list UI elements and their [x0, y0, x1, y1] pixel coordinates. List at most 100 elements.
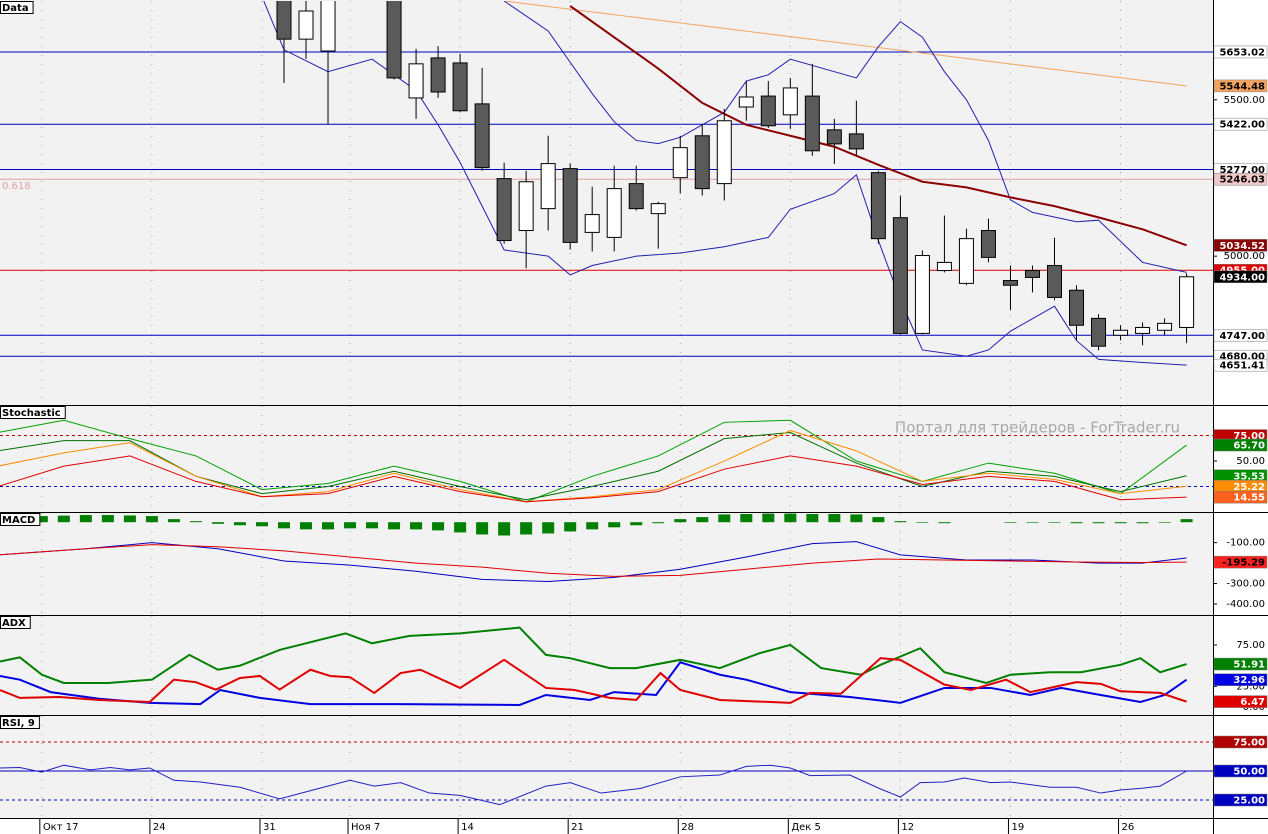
- candle-body: [606, 188, 622, 238]
- y-tick-label: -300.00: [1226, 579, 1265, 590]
- histogram-bar: [1070, 522, 1083, 524]
- histogram-bar: [344, 522, 357, 529]
- price-tag: [1213, 172, 1268, 186]
- histogram-bar: [498, 522, 511, 536]
- x-tick-label: 21: [571, 822, 584, 833]
- y-tick-label: -100.00: [1226, 538, 1265, 549]
- histogram-bar: [300, 522, 313, 530]
- histogram-bar: [916, 522, 929, 523]
- candle-body: [914, 255, 930, 334]
- histogram-bar: [806, 514, 819, 523]
- histogram-bar: [784, 513, 797, 523]
- histogram-bar: [1026, 522, 1039, 523]
- series-line: [504, 1, 1187, 87]
- price-tag: [1213, 657, 1268, 671]
- series-line: [0, 455, 1187, 503]
- histogram-bar: [652, 522, 665, 524]
- x-tick-label: 12: [901, 822, 914, 833]
- series-line: [0, 544, 1187, 577]
- panel-title-box: [0, 616, 31, 629]
- candle-body: [496, 178, 512, 242]
- series-line: [503, 1, 1187, 273]
- series-line: [0, 429, 1187, 503]
- histogram-bar: [696, 517, 709, 523]
- panel-title-box: [0, 406, 66, 419]
- x-tick-label: Окт 17: [43, 822, 79, 833]
- histogram-bar: [322, 522, 335, 530]
- histogram-bar: [145, 516, 158, 523]
- panel-plot: [0, 513, 1193, 615]
- price-tag-label: 5034.52: [1219, 241, 1265, 252]
- candle-body: [1046, 265, 1062, 298]
- histogram-bar: [211, 522, 224, 524]
- price-tag-label: 32.96: [1233, 675, 1265, 686]
- histogram-bar: [608, 522, 621, 528]
- histogram-bar: [718, 514, 731, 523]
- panel-title-box: [0, 513, 41, 526]
- candle-body: [628, 183, 644, 210]
- histogram-bar: [255, 522, 268, 527]
- histogram-bar: [388, 522, 401, 530]
- candle-body: [1091, 317, 1107, 347]
- x-axis-background: [0, 818, 1213, 834]
- series-line: [0, 661, 1188, 706]
- candle-body: [958, 238, 974, 284]
- candle-body: [760, 95, 776, 127]
- candle-body: [452, 62, 468, 112]
- series-line: [569, 5, 1187, 247]
- histogram-bar: [674, 519, 687, 523]
- price-tag-label: 51.91: [1233, 660, 1265, 671]
- price-tag-label: 25.00: [1233, 796, 1265, 807]
- candle-body: [276, 1, 292, 40]
- histogram-bar: [586, 522, 599, 530]
- price-tag: [1213, 793, 1268, 807]
- panel-plot: [0, 716, 1213, 818]
- candle-body: [584, 214, 600, 233]
- candle-body: [430, 57, 446, 93]
- histogram-bar: [542, 522, 555, 534]
- histogram-bar: [894, 521, 907, 523]
- panel-plot: 0.618: [0, 1, 1213, 405]
- panel-title: Stochastic: [2, 408, 61, 419]
- price-tag: [1213, 358, 1268, 372]
- x-tick-label: 28: [681, 822, 694, 833]
- candle-body: [562, 168, 578, 243]
- histogram-bar: [828, 514, 841, 523]
- x-tick-label: Ноя 7: [351, 822, 380, 833]
- histogram-bar: [410, 522, 423, 530]
- price-tag-label: 75.00: [1233, 431, 1265, 442]
- y-tick-label: -400.00: [1226, 599, 1265, 610]
- histogram-bar: [476, 522, 489, 535]
- candle-body: [386, 1, 402, 79]
- histogram-bar: [277, 522, 290, 529]
- series-line: [263, 1, 1187, 366]
- price-tag: [1213, 79, 1268, 93]
- axis-background: [1213, 0, 1268, 834]
- y-tick-label: 5000.00: [1224, 251, 1265, 262]
- price-tag: [1213, 270, 1268, 284]
- histogram-bar: [1092, 522, 1105, 524]
- histogram-bar: [1048, 522, 1061, 523]
- histogram-bar: [454, 522, 467, 533]
- panel-title: ADX: [2, 618, 26, 629]
- histogram-bar: [1004, 522, 1017, 523]
- x-tick-label: 26: [1122, 822, 1135, 833]
- histogram-bar: [79, 515, 92, 523]
- price-tag-label: 6.47: [1240, 697, 1265, 708]
- candle-body: [1113, 329, 1129, 336]
- candle-body: [474, 103, 490, 169]
- histogram-bar: [1114, 522, 1127, 524]
- price-tag-label: -195.29: [1222, 558, 1265, 569]
- histogram-bar: [189, 521, 202, 523]
- price-tag-label: 4934.00: [1219, 272, 1265, 283]
- price-tag-label: 4747.00: [1219, 331, 1265, 342]
- panel-plot: [0, 406, 1213, 512]
- histogram-bar: [123, 515, 136, 523]
- candle-body: [936, 261, 952, 272]
- candle-body: [650, 203, 666, 215]
- histogram-bar: [1158, 522, 1171, 523]
- histogram-bar: [366, 522, 379, 529]
- histogram-bar: [520, 522, 533, 535]
- candle-body: [1135, 326, 1151, 334]
- price-tag-label: 50.00: [1233, 767, 1265, 778]
